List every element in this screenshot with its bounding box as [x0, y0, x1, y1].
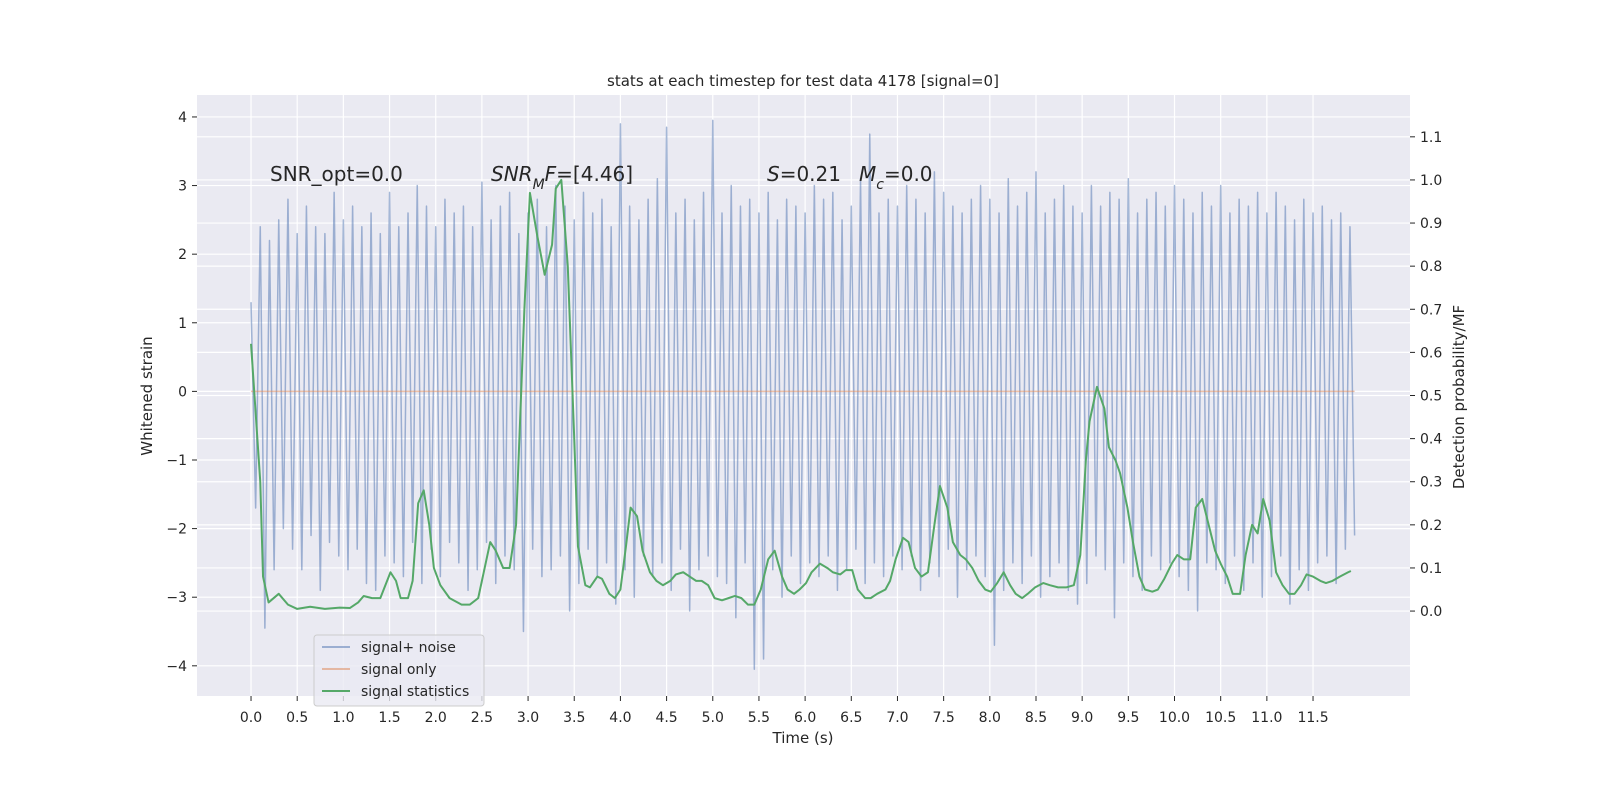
y-tick-label: −4: [166, 659, 187, 675]
legend-label: signal statistics: [361, 684, 469, 700]
y-axis-label: Whitened strain: [138, 336, 156, 455]
x-tick-label: 10.0: [1159, 710, 1190, 726]
x-tick-label: 3.0: [517, 710, 539, 726]
x-tick-label: 7.0: [886, 710, 908, 726]
y2-tick-label: 0.9: [1420, 216, 1442, 232]
series-line: [250, 178, 1352, 610]
annotation: SNR_opt=0.0: [270, 162, 403, 186]
y2-tick-label: 0.1: [1420, 561, 1442, 577]
x-tick-label: 7.5: [933, 710, 955, 726]
y2-tick-label: 0.0: [1420, 604, 1442, 620]
y2-tick-label: 0.8: [1420, 259, 1442, 275]
y-tick-label: 2: [178, 247, 187, 263]
legend-label: signal+ noise: [361, 640, 456, 656]
y-tick-label: 0: [178, 384, 187, 400]
y-tick-label: 1: [178, 316, 187, 332]
x-tick-label: 5.0: [702, 710, 724, 726]
y2-tick-label: 0.6: [1420, 345, 1442, 361]
x-tick-label: 1.0: [332, 710, 354, 726]
y2-tick-label: 0.4: [1420, 432, 1442, 448]
x-tick-label: 10.5: [1205, 710, 1236, 726]
y-tick-label: −2: [166, 522, 187, 538]
y2-tick-label: 0.2: [1420, 518, 1442, 534]
x-tick-label: 6.5: [840, 710, 862, 726]
annotation-part: SNR_opt=0.0: [270, 162, 403, 186]
x-tick-label: 11.0: [1251, 710, 1282, 726]
x-tick-label: 5.5: [748, 710, 770, 726]
annotation-part: =[4.46]: [556, 162, 633, 186]
y2-tick-label: 0.7: [1420, 302, 1442, 318]
annotation-part: M: [859, 162, 876, 186]
annotation-part: =0.21: [780, 162, 841, 186]
annotation-part: SNR: [491, 162, 533, 186]
annotation: SNRMF=[4.46]: [491, 162, 633, 193]
x-tick-label: 11.5: [1297, 710, 1328, 726]
annotation-part: M: [533, 177, 545, 193]
x-tick-label: 4.5: [655, 710, 677, 726]
legend-box: [313, 634, 485, 707]
y2-axis-label: Detection probability/MF: [1450, 305, 1468, 489]
annotation-part: F: [545, 162, 557, 186]
y-tick-label: −3: [166, 590, 187, 606]
x-tick-label: 6.0: [794, 710, 816, 726]
x-tick-label: 2.0: [425, 710, 447, 726]
y-tick-label: −1: [166, 453, 187, 469]
y2-tick-label: 0.3: [1420, 475, 1442, 491]
y2-tick-label: 1.0: [1420, 173, 1442, 189]
overlay: 0.0 0.5 1.0 1.5 2.0 2.5 3.0 3.5 4.0 4.5 5.0 5.5 6.0 6…: [166, 110, 1442, 726]
x-tick-label: 1.5: [378, 710, 400, 726]
annotation-part: =0.0: [884, 162, 933, 186]
y2-tick-label: 0.5: [1420, 389, 1442, 405]
marks: [250, 119, 1356, 670]
x-tick-label: 4.0: [609, 710, 631, 726]
annotation: S=0.21: [767, 162, 841, 186]
annotation-part: S: [767, 162, 780, 186]
x-axis-label: Time (s): [772, 729, 834, 747]
annotation-part: c: [876, 177, 884, 193]
chart-title: stats at each timestep for test data 417…: [607, 72, 999, 90]
x-tick-label: 0.5: [286, 710, 308, 726]
y-tick-label: 3: [178, 179, 187, 195]
x-tick-label: 2.5: [471, 710, 493, 726]
y2-tick-label: 1.1: [1420, 130, 1442, 146]
x-tick-label: 8.0: [979, 710, 1001, 726]
x-tick-label: 0.0: [240, 710, 262, 726]
y-tick-label: 4: [178, 110, 187, 126]
x-tick-label: 8.5: [1025, 710, 1047, 726]
x-tick-label: 3.5: [563, 710, 585, 726]
series-line: [250, 119, 1356, 670]
legend-label: signal only: [361, 662, 436, 678]
x-tick-label: 9.0: [1071, 710, 1093, 726]
x-tick-label: 9.5: [1117, 710, 1139, 726]
annotation: Mc=0.0: [859, 162, 933, 193]
